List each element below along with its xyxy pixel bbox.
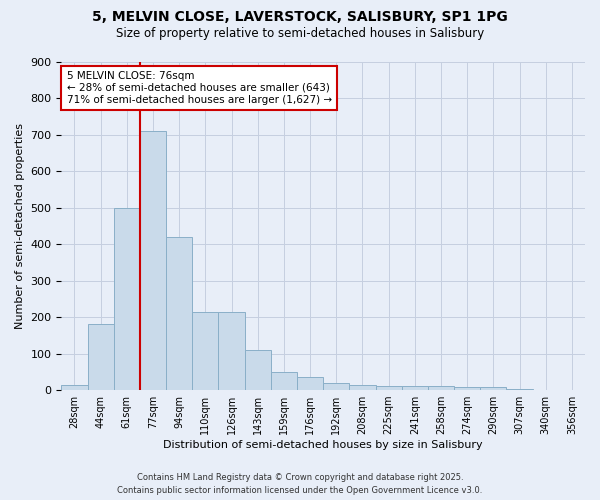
Bar (245, 350, 271, 390)
Bar (218, 312, 245, 390)
Text: Size of property relative to semi-detached houses in Salisbury: Size of property relative to semi-detach… (116, 28, 484, 40)
Text: 5 MELVIN CLOSE: 76sqm
← 28% of semi-detached houses are smaller (643)
71% of sem: 5 MELVIN CLOSE: 76sqm ← 28% of semi-deta… (67, 72, 332, 104)
Y-axis label: Number of semi-detached properties: Number of semi-detached properties (15, 123, 25, 329)
Bar (506, 389, 533, 390)
Bar (140, 131, 166, 390)
Bar (271, 372, 297, 390)
Bar (166, 236, 193, 390)
Text: Contains HM Land Registry data © Crown copyright and database right 2025.
Contai: Contains HM Land Registry data © Crown c… (118, 474, 482, 495)
Bar (454, 387, 480, 390)
Bar (402, 386, 428, 390)
X-axis label: Distribution of semi-detached houses by size in Salisbury: Distribution of semi-detached houses by … (163, 440, 483, 450)
Text: 5, MELVIN CLOSE, LAVERSTOCK, SALISBURY, SP1 1PG: 5, MELVIN CLOSE, LAVERSTOCK, SALISBURY, … (92, 10, 508, 24)
Bar (193, 312, 218, 390)
Bar (61, 384, 88, 390)
Bar (297, 378, 323, 390)
Bar (376, 386, 402, 390)
Bar (88, 324, 114, 390)
Bar (323, 383, 349, 390)
Bar (349, 384, 376, 390)
Bar (114, 208, 140, 390)
Bar (480, 387, 506, 390)
Bar (428, 386, 454, 390)
